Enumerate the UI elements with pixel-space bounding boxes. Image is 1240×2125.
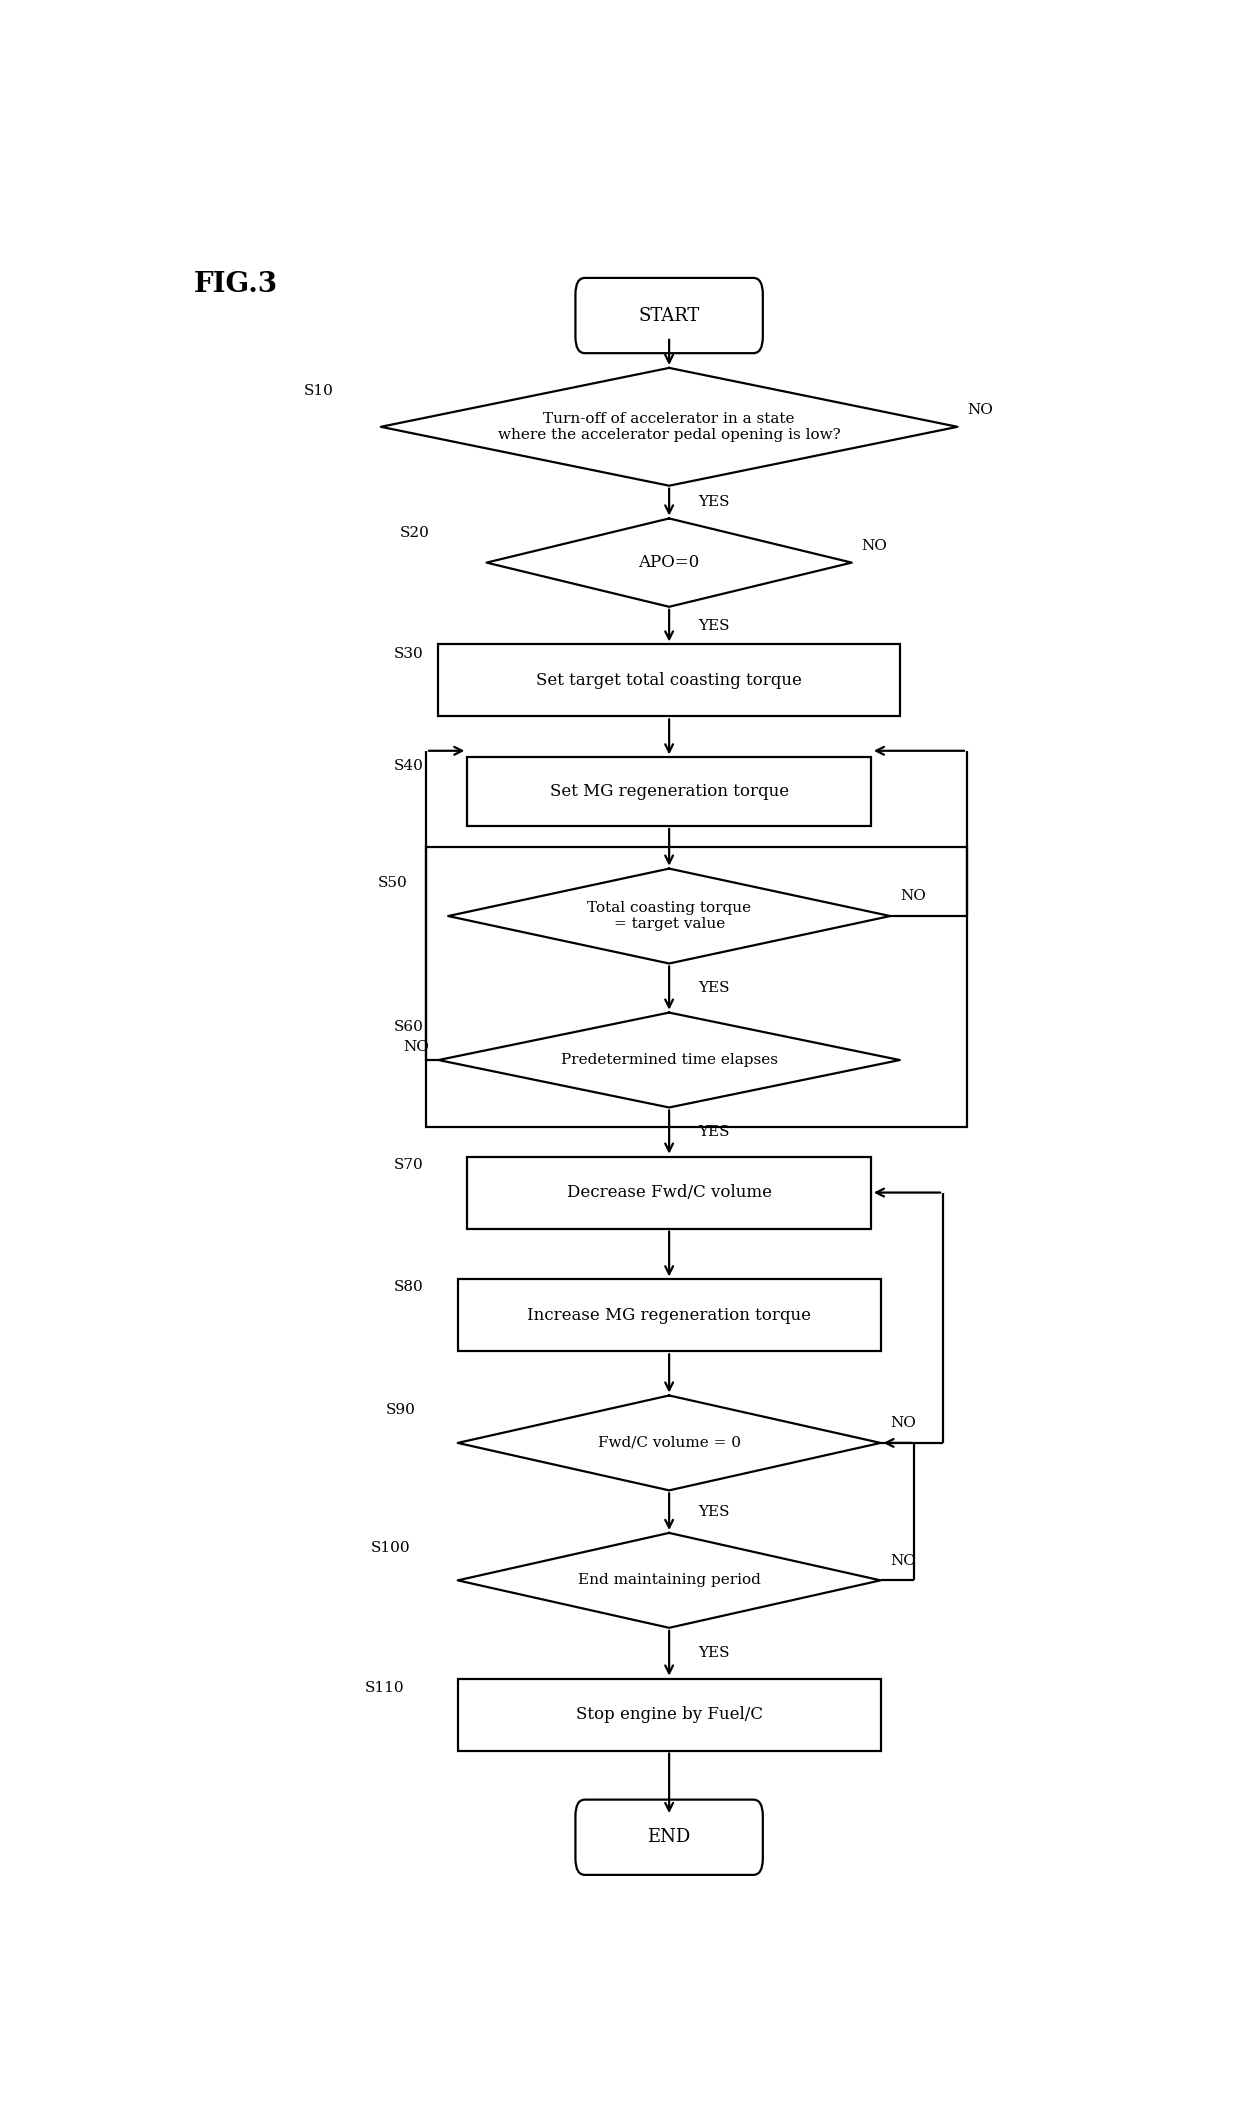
Text: Set MG regeneration torque: Set MG regeneration torque <box>549 784 789 801</box>
Text: APO=0: APO=0 <box>639 555 699 572</box>
Text: S20: S20 <box>401 527 430 540</box>
Text: NO: NO <box>900 890 925 903</box>
Text: NO: NO <box>403 1039 429 1054</box>
Bar <box>458 1679 880 1751</box>
Text: Stop engine by Fuel/C: Stop engine by Fuel/C <box>575 1706 763 1723</box>
Text: YES: YES <box>698 618 729 633</box>
Text: S110: S110 <box>365 1681 404 1696</box>
Text: NO: NO <box>967 404 993 416</box>
Text: YES: YES <box>698 495 729 510</box>
Text: START: START <box>639 306 699 325</box>
Text: End maintaining period: End maintaining period <box>578 1572 760 1587</box>
Bar <box>427 848 967 1126</box>
Text: Increase MG regeneration torque: Increase MG regeneration torque <box>527 1307 811 1324</box>
Text: S90: S90 <box>386 1402 415 1417</box>
Text: Total coasting torque
= target value: Total coasting torque = target value <box>587 901 751 931</box>
Text: YES: YES <box>698 982 729 994</box>
Bar <box>458 1279 880 1352</box>
Text: YES: YES <box>698 1647 729 1660</box>
Text: S10: S10 <box>304 385 334 397</box>
Text: YES: YES <box>698 1124 729 1139</box>
Text: NO: NO <box>890 1553 916 1568</box>
Text: FIG.3: FIG.3 <box>193 272 278 298</box>
Text: S30: S30 <box>393 648 423 661</box>
FancyBboxPatch shape <box>575 1800 763 1874</box>
Polygon shape <box>448 869 890 963</box>
Text: Predetermined time elapses: Predetermined time elapses <box>560 1054 777 1067</box>
Text: S100: S100 <box>371 1541 410 1556</box>
Polygon shape <box>439 1014 900 1107</box>
Text: Set target total coasting torque: Set target total coasting torque <box>536 672 802 688</box>
Text: S50: S50 <box>378 876 408 890</box>
Text: NO: NO <box>890 1415 916 1430</box>
Text: S60: S60 <box>393 1020 423 1035</box>
FancyBboxPatch shape <box>575 278 763 353</box>
Polygon shape <box>458 1532 880 1628</box>
Text: S70: S70 <box>393 1158 423 1171</box>
Text: Turn-off of accelerator in a state
where the accelerator pedal opening is low?: Turn-off of accelerator in a state where… <box>497 412 841 442</box>
Text: S80: S80 <box>393 1281 423 1294</box>
Text: S40: S40 <box>393 759 423 774</box>
Polygon shape <box>458 1396 880 1490</box>
Polygon shape <box>486 518 852 608</box>
Bar <box>439 644 900 716</box>
Text: END: END <box>647 1828 691 1847</box>
Text: Decrease Fwd/C volume: Decrease Fwd/C volume <box>567 1184 771 1201</box>
Text: Fwd/C volume = 0: Fwd/C volume = 0 <box>598 1436 740 1449</box>
Bar <box>467 1156 870 1228</box>
Text: NO: NO <box>862 540 887 552</box>
Polygon shape <box>381 368 957 487</box>
Bar <box>467 756 870 827</box>
Text: YES: YES <box>698 1504 729 1519</box>
